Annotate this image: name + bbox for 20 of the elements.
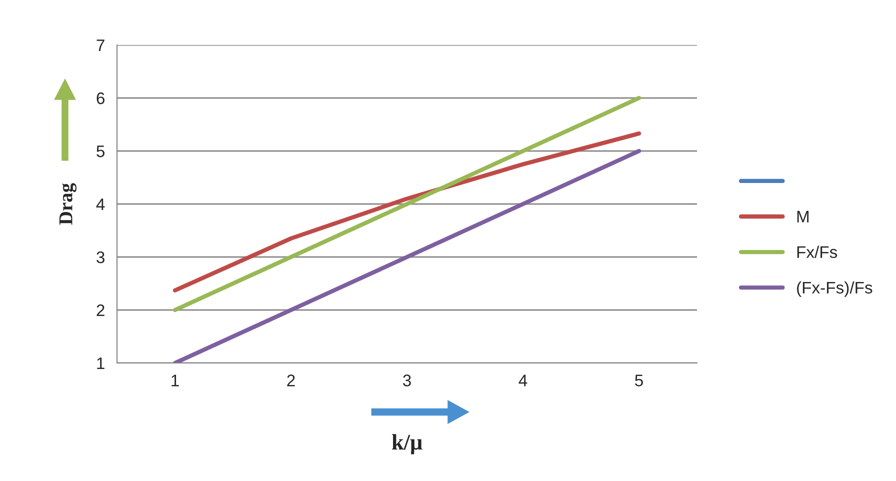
line-series bbox=[172, 148, 642, 363]
y-axis-title: Drag bbox=[59, 183, 76, 225]
y-tick-label: 3 bbox=[96, 251, 104, 264]
x-tick-label: 1 bbox=[172, 374, 179, 386]
legend-label: M bbox=[797, 210, 809, 222]
x-tick-label: 5 bbox=[635, 374, 643, 386]
x-axis-title: k/μ bbox=[392, 434, 422, 454]
y-tick-label: 4 bbox=[96, 198, 105, 210]
y-tick-label: 6 bbox=[96, 92, 104, 104]
y-tick-label: 5 bbox=[96, 146, 104, 158]
line-series bbox=[172, 96, 642, 312]
y-tick-label: 2 bbox=[96, 304, 104, 316]
y-tick-label: 7 bbox=[96, 40, 104, 52]
x-tick-label: 2 bbox=[287, 374, 295, 386]
legend-label: (Fx-Fs)/Fs bbox=[797, 281, 872, 297]
y-tick-label: 1 bbox=[97, 358, 104, 370]
line-series bbox=[172, 131, 642, 292]
x-tick-label: 3 bbox=[403, 374, 411, 386]
x-tick-label: 4 bbox=[518, 374, 528, 386]
legend-label: Fx/Fs bbox=[797, 246, 838, 258]
